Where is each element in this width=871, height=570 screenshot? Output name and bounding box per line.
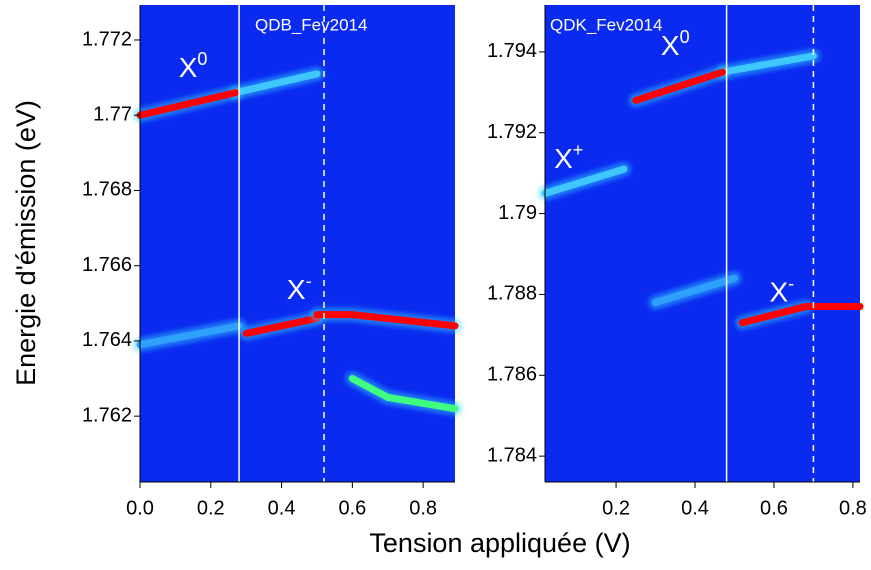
annotation-sup: 0 [680, 27, 690, 47]
x-tick-label: 0.4 [681, 497, 709, 519]
annotation: X+ [554, 140, 583, 175]
y-tick-label: 1.786 [487, 364, 537, 386]
y-tick-label: 1.764 [82, 329, 132, 351]
y-tick-label: 1.784 [487, 444, 537, 466]
emission-line [136, 322, 243, 349]
emission-line [348, 375, 459, 413]
y-tick-label: 1.788 [487, 283, 537, 305]
y-tick-label: 1.768 [82, 179, 132, 201]
emission-line [232, 70, 321, 97]
annotation: X- [287, 271, 312, 306]
emission-line [719, 52, 817, 76]
x-tick-label: 0.6 [338, 497, 366, 519]
y-tick-label: 1.77 [93, 104, 132, 126]
annotation: X- [769, 273, 794, 308]
emission-line [632, 68, 727, 104]
y-tick-label: 1.79 [498, 202, 537, 224]
x-tick-label: 0.8 [409, 497, 437, 519]
annotation-sup: - [306, 271, 312, 291]
emission-line [242, 314, 321, 337]
y-tick-label: 1.766 [82, 254, 132, 276]
x-tick-label: 0.6 [760, 497, 788, 519]
emission-line [313, 311, 459, 330]
panel-title: QDK_Fev2014 [550, 15, 662, 34]
x-tick-label: 0.4 [268, 497, 296, 519]
annotation-text: X [554, 143, 573, 174]
y-tick-label: 1.794 [487, 40, 537, 62]
x-axis-label: Tension appliquée (V) [369, 528, 630, 558]
emission-line [652, 274, 738, 307]
annotation-sup: - [788, 273, 794, 293]
annotation: X0 [661, 27, 690, 62]
annotation: X0 [179, 49, 208, 84]
x-tick-label: 0.8 [839, 497, 867, 519]
y-tick-label: 1.792 [487, 121, 537, 143]
annotation-text: X [661, 30, 680, 61]
emission-line [541, 165, 628, 197]
annotation-sup: 0 [197, 49, 207, 69]
annotation-sup: + [573, 140, 584, 160]
panel-title: QDB_Fev2014 [255, 15, 367, 34]
y-axis-label: Energie d'émission (eV) [11, 100, 41, 386]
annotation-text: X [287, 274, 306, 305]
emission-line [738, 303, 810, 327]
y-tick-label: 1.762 [82, 404, 132, 426]
y-tick-label: 1.772 [82, 28, 132, 50]
x-tick-label: 0.2 [602, 497, 630, 519]
annotation-text: X [769, 277, 788, 308]
x-tick-label: 0.0 [126, 497, 154, 519]
x-tick-label: 0.2 [197, 497, 225, 519]
emission-line [136, 89, 240, 119]
annotation-text: X [179, 52, 198, 83]
